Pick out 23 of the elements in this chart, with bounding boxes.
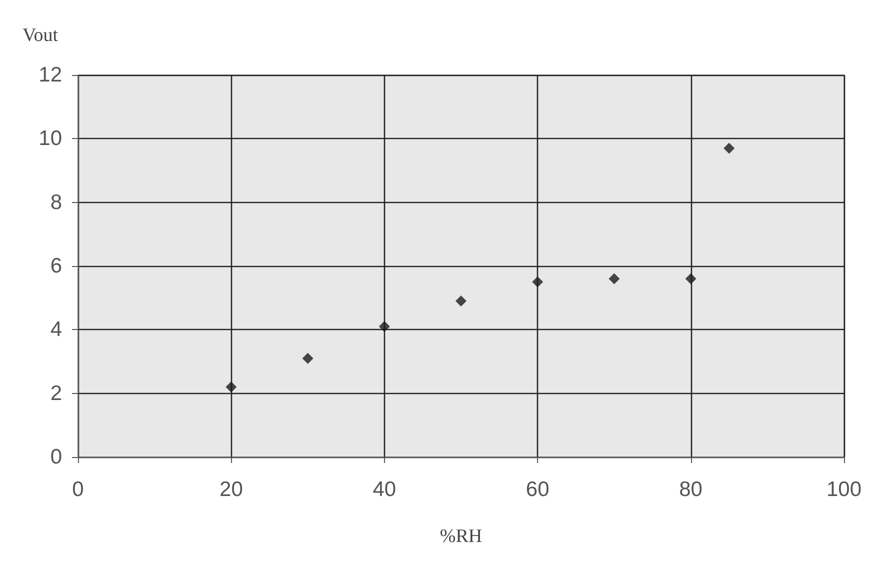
- point: [226, 381, 237, 392]
- y-axis-title: Vout: [22, 25, 59, 46]
- x-tick-label: 40: [372, 478, 396, 501]
- point: [532, 276, 544, 288]
- x-tick-label: 20: [220, 478, 243, 501]
- y-tick-label: 0: [50, 446, 62, 468]
- point: [456, 296, 466, 307]
- point: [378, 320, 390, 332]
- x-tick-label: 100: [826, 478, 862, 501]
- point: [685, 273, 696, 284]
- x-tick-label: 80: [679, 478, 702, 501]
- x-tick-label: 0: [72, 478, 84, 501]
- y-tick-label: 10: [38, 127, 62, 150]
- point: [608, 273, 620, 284]
- x-axis-title: %RH: [440, 526, 482, 547]
- point: [724, 142, 735, 154]
- y-tick-label: 6: [50, 254, 62, 278]
- y-tick-label: 8: [50, 190, 62, 214]
- y-tick-label: 4: [50, 318, 62, 342]
- point: [302, 352, 314, 364]
- y-tick-label: 2: [50, 382, 62, 405]
- y-tick-label: 12: [38, 64, 62, 86]
- x-tick-label: 60: [526, 478, 550, 501]
